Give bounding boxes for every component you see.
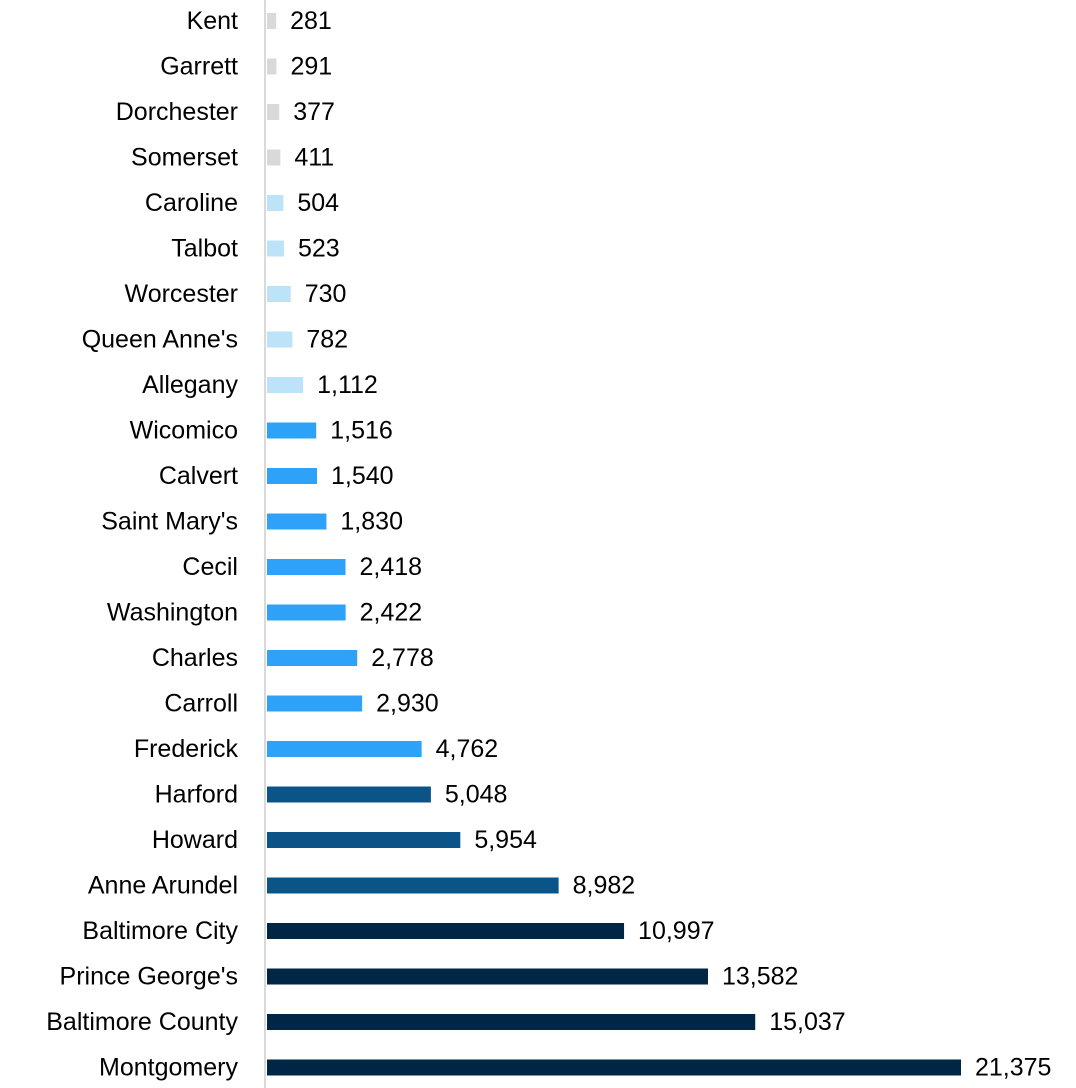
bar-queen-anne-s bbox=[267, 331, 293, 348]
bar-wicomico bbox=[267, 422, 317, 439]
value-label-calvert: 1,540 bbox=[331, 462, 394, 490]
bar-montgomery bbox=[267, 1059, 961, 1076]
bar-dorchester bbox=[267, 104, 280, 120]
category-label-kent: Kent bbox=[187, 7, 238, 35]
bar-allegany bbox=[267, 377, 304, 393]
value-label-prince-george-s: 13,582 bbox=[722, 963, 798, 991]
value-label-harford: 5,048 bbox=[445, 781, 508, 809]
bar-caroline bbox=[267, 195, 284, 211]
value-label-baltimore-county: 15,037 bbox=[769, 1008, 845, 1036]
value-label-anne-arundel: 8,982 bbox=[573, 872, 636, 900]
category-label-carroll: Carroll bbox=[164, 690, 238, 718]
bar-worcester bbox=[267, 286, 291, 302]
category-label-queen-anne-s: Queen Anne's bbox=[82, 326, 238, 354]
bar-charles bbox=[267, 650, 358, 666]
bar-baltimore-county bbox=[267, 1014, 756, 1030]
value-label-carroll: 2,930 bbox=[376, 690, 439, 718]
value-label-worcester: 730 bbox=[305, 280, 347, 308]
category-label-cecil: Cecil bbox=[182, 553, 238, 581]
category-label-worcester: Worcester bbox=[125, 280, 238, 308]
category-label-washington: Washington bbox=[107, 599, 238, 627]
category-label-prince-george-s: Prince George's bbox=[60, 963, 238, 991]
bar-frederick bbox=[267, 741, 422, 757]
bar-kent bbox=[267, 13, 277, 29]
category-label-baltimore-city: Baltimore City bbox=[82, 917, 238, 945]
bar-calvert bbox=[267, 468, 318, 484]
category-label-talbot: Talbot bbox=[171, 235, 238, 263]
category-label-allegany: Allegany bbox=[142, 371, 238, 399]
category-label-baltimore-county: Baltimore County bbox=[46, 1008, 238, 1036]
category-label-caroline: Caroline bbox=[145, 189, 238, 217]
value-label-kent: 281 bbox=[290, 7, 332, 35]
category-label-harford: Harford bbox=[155, 781, 238, 809]
value-label-baltimore-city: 10,997 bbox=[638, 917, 714, 945]
value-label-queen-anne-s: 782 bbox=[306, 326, 348, 354]
category-label-somerset: Somerset bbox=[131, 144, 238, 172]
value-label-montgomery: 21,375 bbox=[975, 1054, 1051, 1082]
bar-baltimore-city bbox=[267, 923, 625, 939]
category-label-dorchester: Dorchester bbox=[116, 98, 238, 126]
category-label-wicomico: Wicomico bbox=[130, 417, 238, 445]
value-label-dorchester: 377 bbox=[293, 98, 335, 126]
category-label-calvert: Calvert bbox=[159, 462, 238, 490]
value-labels: 281 291 377 411 504 523 730 782 1,112 1,516 1,540 1… bbox=[290, 7, 1051, 1082]
value-label-allegany: 1,112 bbox=[317, 371, 378, 399]
category-label-montgomery: Montgomery bbox=[99, 1054, 238, 1082]
value-label-garrett: 291 bbox=[290, 53, 332, 81]
bars bbox=[267, 13, 961, 1076]
bar-saint-mary-s bbox=[267, 513, 327, 530]
bar-washington bbox=[267, 604, 346, 621]
category-label-anne-arundel: Anne Arundel bbox=[88, 872, 238, 900]
value-label-howard: 5,954 bbox=[474, 826, 537, 854]
bar-prince-george-s bbox=[267, 968, 708, 985]
value-label-cecil: 2,418 bbox=[360, 553, 423, 581]
bar-carroll bbox=[267, 695, 363, 712]
category-label-frederick: Frederick bbox=[134, 735, 239, 763]
category-labels: Kent Garrett Dorchester Somerset Caroline Tal… bbox=[46, 7, 238, 1082]
value-label-caroline: 504 bbox=[297, 189, 339, 217]
bar-garrett bbox=[267, 58, 277, 75]
bar-anne-arundel bbox=[267, 877, 559, 894]
bar-somerset bbox=[267, 149, 281, 166]
value-label-talbot: 523 bbox=[298, 235, 340, 263]
value-label-charles: 2,778 bbox=[371, 644, 434, 672]
category-label-charles: Charles bbox=[152, 644, 238, 672]
bar-harford bbox=[267, 786, 431, 803]
bar-howard bbox=[267, 832, 461, 848]
bar-talbot bbox=[267, 240, 284, 257]
category-label-saint-mary-s: Saint Mary's bbox=[101, 508, 238, 536]
value-label-saint-mary-s: 1,830 bbox=[340, 508, 403, 536]
value-label-frederick: 4,762 bbox=[436, 735, 499, 763]
category-label-garrett: Garrett bbox=[160, 53, 238, 81]
category-label-howard: Howard bbox=[152, 826, 238, 854]
value-label-somerset: 411 bbox=[294, 144, 334, 172]
value-label-wicomico: 1,516 bbox=[330, 417, 393, 445]
value-label-washington: 2,422 bbox=[360, 599, 423, 627]
bar-cecil bbox=[267, 559, 346, 575]
